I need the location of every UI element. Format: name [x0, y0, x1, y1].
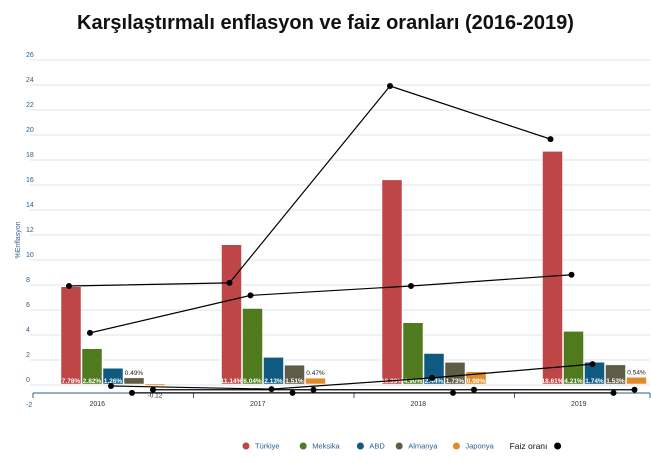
bar-türkiye [542, 151, 563, 385]
interest-point [387, 83, 393, 89]
data-label: 0.98% [467, 378, 486, 385]
interest-point [150, 386, 156, 393]
data-label: 2.44% [425, 378, 444, 385]
interest-line-abd [110, 363, 593, 390]
y-tick-label: 0 [26, 377, 30, 384]
data-label: 4.21% [564, 378, 583, 385]
data-label: 4.90% [404, 378, 423, 385]
x-tick-label: 2016 [89, 401, 105, 408]
interest-point [471, 386, 477, 393]
interest-point [631, 386, 638, 393]
bar-türkiye [60, 286, 82, 385]
interest-point [87, 329, 93, 336]
interest-point [568, 271, 575, 278]
data-label: 1.73% [446, 378, 465, 385]
interest-point [268, 386, 275, 393]
y-tick-label: 12 [26, 227, 34, 234]
data-label: 16.33% [381, 378, 403, 385]
interest-point [610, 389, 617, 396]
data-label: 18.61% [541, 378, 563, 385]
interest-point [247, 292, 254, 299]
data-label: 0.47% [306, 370, 325, 377]
interest-point [226, 279, 233, 286]
interest-point [589, 361, 596, 368]
interest-point [108, 383, 114, 389]
data-label: 1.26% [104, 378, 123, 385]
data-label: 1.51% [285, 378, 304, 385]
legend-marker-abd [356, 442, 364, 450]
y-tick-label: 10 [26, 252, 34, 259]
x-tick-label: 2017 [250, 401, 266, 408]
bar-almanya [605, 364, 626, 385]
bar-meksika [242, 308, 263, 385]
bar-meksika [563, 331, 584, 385]
bar-meksika [81, 348, 103, 385]
legend-label: Meksika [312, 442, 340, 451]
bar-türkiye [221, 244, 242, 385]
data-label: 0.49% [125, 370, 144, 377]
interest-point [429, 374, 435, 381]
y-tick-label: -2 [26, 402, 32, 409]
y-tick-label: 14 [26, 202, 34, 209]
bar-abd [263, 357, 284, 385]
data-label: 6.04% [243, 378, 262, 385]
bar-meksika [402, 322, 424, 385]
interest-point [310, 386, 317, 393]
data-label: 7.78% [62, 378, 81, 385]
bar-japonya [305, 377, 326, 385]
data-label: 1.53% [606, 378, 625, 385]
interest-line-türkiye [68, 85, 551, 287]
legend-marker-türkiye [242, 442, 250, 450]
legend-label: Türkiye [255, 442, 280, 451]
interest-point [547, 136, 554, 143]
interest-point [289, 389, 296, 396]
y-tick-label: 4 [26, 327, 30, 334]
y-tick-label: 8 [26, 277, 30, 284]
chart-title: Karşılaştırmalı enflasyon ve faiz oranla… [77, 12, 574, 34]
interest-point [129, 389, 135, 396]
interest-line-meksika [89, 274, 572, 334]
y-tick-label: 20 [26, 127, 34, 134]
data-label: 2.13% [264, 378, 283, 385]
interest-point [450, 389, 456, 396]
y-tick-label: 18 [26, 152, 34, 159]
legend-marker-interest [554, 442, 562, 450]
interest-point [408, 283, 414, 289]
legend-marker-almanya [395, 442, 403, 450]
y-tick-label: 24 [26, 77, 34, 84]
bar-almanya [123, 377, 145, 385]
data-label: -0.12 [148, 393, 163, 400]
x-tick-label: 2018 [410, 401, 426, 408]
bar-almanya [444, 362, 466, 385]
interest-point [66, 283, 72, 289]
data-label: 0.54% [627, 369, 646, 376]
y-tick-label: 22 [26, 102, 34, 109]
bar-türkiye [381, 179, 403, 385]
y-tick-label: 2 [26, 352, 30, 359]
y-tick-label: 6 [26, 302, 30, 309]
bar-almanya [284, 364, 305, 385]
data-label: 1.74% [585, 378, 604, 385]
x-tick-label: 2019 [571, 401, 587, 408]
legend-label: Faiz oranı [510, 441, 548, 451]
data-label: 11.14% [221, 378, 243, 385]
bar-japonya [626, 377, 647, 385]
legend-marker-japonya [452, 442, 460, 450]
legend-marker-meksika [299, 442, 307, 450]
bar-japonya [144, 383, 166, 386]
y-tick-label: 26 [26, 52, 34, 59]
legend-label: ABD [369, 442, 385, 451]
bar-abd [423, 353, 445, 385]
y-axis-label: %Enflasyon [15, 221, 22, 258]
data-label: 2.82% [83, 378, 102, 385]
legend-label: Japonya [465, 442, 494, 451]
legend-label: Almanya [408, 442, 438, 451]
y-tick-label: 16 [26, 177, 34, 184]
